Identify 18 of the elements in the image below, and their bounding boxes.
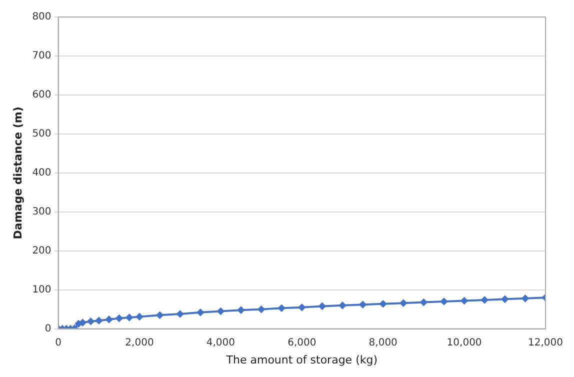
y-tick-label: 400 (32, 167, 52, 178)
y-axis-title: Damage distance (m) (11, 106, 24, 240)
y-tick-label: 800 (32, 12, 52, 23)
y-tick-label: 200 (32, 245, 52, 256)
y-tick-label: 700 (32, 50, 52, 62)
y-tick-label: 0 (44, 323, 52, 334)
y-tick-label: 300 (32, 206, 52, 218)
x-tick-label: 8,000 (368, 337, 398, 348)
x-tick-label: 12,000 (528, 337, 564, 348)
x-tick-label: 10,000 (446, 337, 482, 348)
x-tick-label: 6,000 (288, 337, 316, 348)
x-tick-label: 4,000 (206, 337, 236, 348)
y-tick-label: 500 (32, 128, 52, 140)
x-axis-title: The amount of storage (kg) (225, 353, 378, 366)
y-tick-label: 100 (32, 284, 52, 296)
y-tick-label: 600 (32, 90, 52, 101)
x-tick-label: 2,000 (125, 337, 154, 348)
x-tick-label: 0 (55, 337, 62, 348)
